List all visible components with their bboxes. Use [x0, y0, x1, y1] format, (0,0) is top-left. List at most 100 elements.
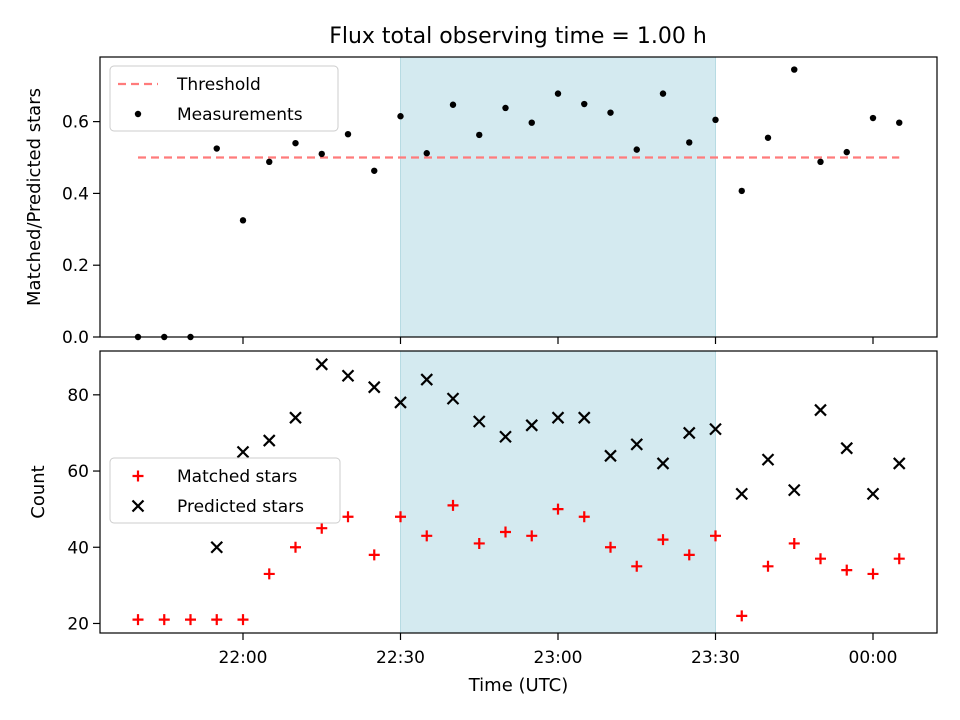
count-y-tick-label: 60 [67, 462, 89, 482]
predicted-star-point [709, 422, 722, 436]
ratio-legend-box [109, 65, 339, 132]
measurement-point [607, 109, 614, 116]
count-legend: Matched stars Predicted stars [109, 457, 341, 524]
predicted-star-point [682, 426, 696, 440]
count-legend-label: Matched stars [177, 467, 297, 487]
measurement-point [344, 130, 352, 138]
count-legend-box [109, 457, 341, 524]
matched-star-point [395, 511, 406, 523]
predicted-star-point [420, 373, 434, 386]
count-axes-frame [99, 350, 938, 634]
predicted-star-point [289, 411, 302, 424]
matched-star-point [526, 530, 538, 542]
predicted-star-point [446, 392, 460, 405]
count-legend-label: Predicted stars [177, 497, 304, 517]
measurement-point [712, 116, 719, 124]
measurement-point [528, 119, 535, 126]
count-legend-handle [131, 499, 145, 513]
measurement-point [581, 100, 588, 108]
measurement-point [738, 187, 745, 195]
measurement-point [502, 104, 509, 112]
count-y-tick-label: 40 [67, 538, 89, 558]
predicted-star-point [499, 430, 512, 444]
matched-star-point [158, 614, 170, 626]
predicted-star-point [814, 403, 827, 417]
matched-star-point [710, 530, 721, 542]
measurement-point [817, 158, 824, 166]
matched-star-point [631, 560, 643, 572]
predicted-star-point [840, 441, 854, 455]
predicted-star-point [472, 415, 486, 428]
predicted-star-point [787, 483, 801, 497]
matched-star-point [788, 537, 800, 549]
matched-stars-layer [132, 499, 905, 626]
measurement-point [659, 90, 667, 97]
measurement-point [869, 114, 877, 122]
predicted-star-point [866, 487, 880, 501]
predicted-stars-layer [210, 358, 906, 554]
ratio-axes-frame [99, 56, 938, 338]
measurement-point [554, 90, 562, 97]
matched-star-point [237, 614, 249, 626]
count-x-tick-label: 22:00 [219, 648, 268, 668]
predicted-star-point [604, 449, 617, 463]
matched-star-point [500, 526, 511, 538]
matched-star-point [447, 499, 459, 511]
measurement-point [449, 101, 457, 108]
measurement-point [791, 66, 798, 73]
ratio-legend-handle [134, 110, 142, 118]
matched-star-point [893, 553, 905, 565]
measurement-point [764, 134, 772, 141]
predicted-star-point [315, 358, 329, 371]
matched-star-point [316, 522, 328, 534]
predicted-star-point [236, 445, 250, 459]
count-legend-handle [132, 470, 144, 482]
count-x-axis: 22:00 22:30 23:00 23:30 00:00 [219, 633, 898, 668]
measurement-points-layer [134, 66, 903, 341]
matched-star-point [762, 560, 774, 572]
count-x-tick-label: 23:30 [691, 648, 740, 668]
predicted-star-point [262, 434, 276, 447]
measurement-point [239, 217, 247, 224]
matched-star-point [342, 511, 354, 523]
matched-star-point [657, 534, 669, 546]
predicted-star-point [525, 419, 539, 432]
predicted-star-point [367, 380, 381, 394]
matched-star-point [368, 549, 380, 561]
predicted-star-point [551, 411, 565, 424]
count-x-tick-label: 22:30 [376, 648, 425, 668]
count-y-tick-label: 20 [67, 614, 89, 634]
measurement-point [371, 167, 378, 174]
ratio-y-tick-label: 0.6 [62, 113, 89, 133]
measurement-point [476, 131, 483, 139]
measurement-point [213, 145, 220, 152]
matched-star-point [736, 610, 748, 622]
predicted-star-point [656, 457, 670, 470]
matched-star-point [683, 549, 695, 561]
matched-star-point [263, 568, 275, 580]
matched-star-point [185, 614, 196, 626]
count-y-axis-label: Count [28, 465, 49, 518]
measurement-point [843, 148, 850, 156]
ratio-legend-label: Measurements [177, 105, 303, 125]
ratio-y-tick-label: 0.0 [62, 328, 89, 348]
count-panel: 20 40 60 80 22:00 22:30 23:00 23:30 00:00 Count… [28, 350, 938, 696]
count-x-tick-label: 00:00 [849, 648, 898, 668]
chart-title: Flux total observing time = 1.00 h [329, 24, 707, 49]
ratio-legend: Threshold Measurements [109, 65, 339, 132]
measurement-point [633, 146, 640, 153]
count-x-tick-label: 23:00 [534, 648, 583, 668]
matched-star-point [867, 568, 879, 580]
ratio-y-tick-label: 0.2 [62, 256, 89, 276]
predicted-star-point [761, 453, 775, 466]
measurement-point [896, 119, 903, 126]
ratio-highlight-span [400, 56, 716, 338]
ratio-panel: 0.0 0.2 0.4 0.6 Matched/Predicted stars Thr… [24, 56, 938, 348]
predicted-star-point [630, 438, 644, 451]
measurement-point [266, 158, 273, 166]
measurement-point [423, 150, 430, 157]
matched-star-point [421, 530, 433, 542]
predicted-star-point [892, 457, 906, 470]
ratio-y-axis: 0.0 0.2 0.4 0.6 [62, 113, 100, 348]
